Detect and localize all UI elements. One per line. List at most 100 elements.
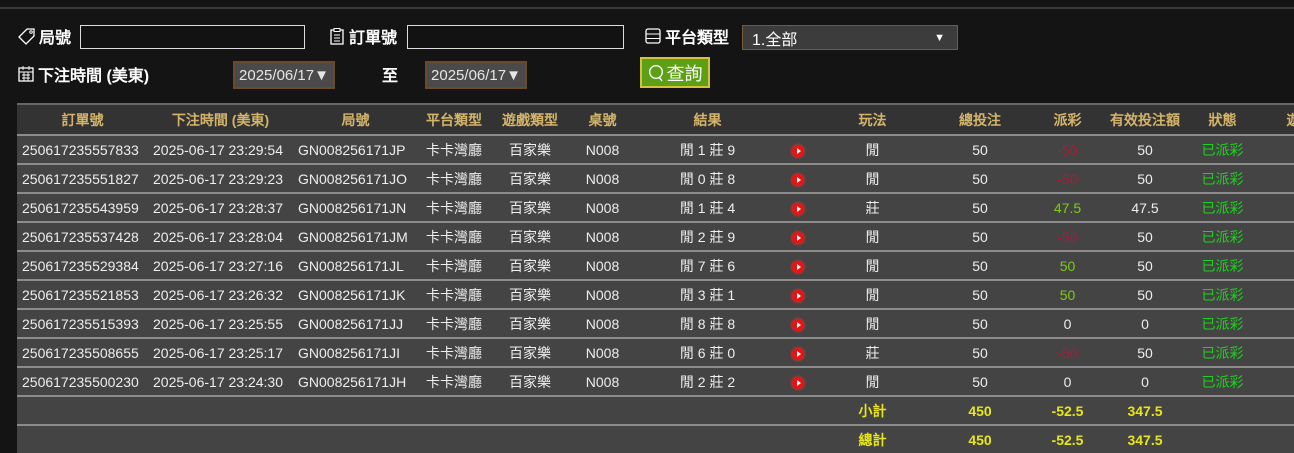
play-video-icon[interactable]	[791, 347, 804, 360]
result-cell: 閒 6 莊 0	[635, 337, 780, 367]
grand-total-row: 總計 450 -52.5 347.5	[17, 424, 1294, 453]
bet-time-cell[interactable]: 2025-06-17 23:29:54	[148, 134, 293, 164]
subtotal-row-label: 小計	[815, 395, 930, 425]
game-type-cell: 百家樂	[490, 250, 570, 280]
empty-cell	[780, 424, 815, 453]
column-header[interactable]: 狀態	[1185, 103, 1260, 135]
bet-time-cell[interactable]: 2025-06-17 23:28:37	[148, 192, 293, 222]
round-id-cell[interactable]: GN008256171JL	[293, 250, 418, 280]
bet-time-cell[interactable]: 2025-06-17 23:25:55	[148, 308, 293, 338]
bet-time-cell[interactable]: 2025-06-17 23:29:23	[148, 163, 293, 193]
table-id-cell: N008	[570, 308, 635, 338]
column-header[interactable]: 派彩	[1030, 103, 1105, 135]
empty-cell	[490, 424, 570, 453]
column-header[interactable]	[780, 103, 815, 135]
column-header[interactable]: 局號	[293, 103, 418, 135]
play-video-icon[interactable]	[791, 289, 804, 302]
platform-cell: 卡卡灣廳	[418, 250, 490, 280]
empty-cell	[570, 395, 635, 425]
order-id-cell[interactable]: 250617235537428	[17, 221, 148, 251]
round-id-cell[interactable]: GN008256171JH	[293, 366, 418, 396]
round-input[interactable]	[80, 25, 305, 49]
platform-cell: 卡卡灣廳	[418, 163, 490, 193]
empty-cell	[635, 424, 780, 453]
status-cell: 已派彩	[1185, 366, 1260, 396]
play-video-icon[interactable]	[791, 173, 804, 186]
column-header[interactable]: 訂單號	[17, 103, 148, 135]
replay-cell	[780, 279, 815, 309]
column-header[interactable]: 平台類型	[418, 103, 490, 135]
order-id-cell[interactable]: 250617235551827	[17, 163, 148, 193]
column-header[interactable]: 遊	[1260, 103, 1294, 135]
replay-cell	[780, 366, 815, 396]
round-id-cell[interactable]: GN008256171JJ	[293, 308, 418, 338]
bet-type-cell: 閒	[815, 163, 930, 193]
play-video-icon[interactable]	[791, 376, 804, 389]
play-video-icon[interactable]	[791, 202, 804, 215]
replay-cell	[780, 134, 815, 164]
column-header[interactable]: 下注時間 (美東)	[148, 103, 293, 135]
replay-cell	[780, 308, 815, 338]
empty-cell	[780, 395, 815, 425]
order-input[interactable]	[407, 25, 624, 49]
round-id-cell[interactable]: GN008256171JI	[293, 337, 418, 367]
valid-bet-cell: 50	[1105, 250, 1185, 280]
grand-total-row-valid-bet: 347.5	[1105, 424, 1185, 453]
status-cell: 已派彩	[1185, 163, 1260, 193]
bet-time-cell[interactable]: 2025-06-17 23:27:16	[148, 250, 293, 280]
bet-time-cell[interactable]: 2025-06-17 23:28:04	[148, 221, 293, 251]
round-id-cell[interactable]: GN008256171JK	[293, 279, 418, 309]
date-to-picker[interactable]: 2025/06/17 ▼	[425, 61, 527, 89]
table-id-cell: N008	[570, 337, 635, 367]
column-header[interactable]: 桌號	[570, 103, 635, 135]
replay-cell	[780, 221, 815, 251]
play-video-icon[interactable]	[791, 144, 804, 157]
order-id-cell[interactable]: 250617235500230	[17, 366, 148, 396]
top-divider	[0, 7, 1294, 9]
query-button[interactable]: 查詢	[640, 57, 710, 88]
round-id-cell[interactable]: GN008256171JP	[293, 134, 418, 164]
order-id-cell[interactable]: 250617235508655	[17, 337, 148, 367]
table-id-cell: N008	[570, 366, 635, 396]
column-header[interactable]: 遊戲類型	[490, 103, 570, 135]
total-bet-cell: 50	[930, 221, 1030, 251]
total-bet-cell: 50	[930, 250, 1030, 280]
time-filter-label: 下注時間 (美東)	[17, 62, 149, 86]
play-video-icon[interactable]	[791, 260, 804, 273]
play-video-icon[interactable]	[791, 318, 804, 331]
bet-time-cell[interactable]: 2025-06-17 23:25:17	[148, 337, 293, 367]
play-video-icon[interactable]	[791, 231, 804, 244]
platform-cell: 卡卡灣廳	[418, 337, 490, 367]
order-id-cell[interactable]: 250617235529384	[17, 250, 148, 280]
order-id-cell[interactable]: 250617235521853	[17, 279, 148, 309]
round-id-cell[interactable]: GN008256171JO	[293, 163, 418, 193]
date-from-picker[interactable]: 2025/06/17 ▼	[233, 61, 335, 89]
order-id-cell[interactable]: 250617235543959	[17, 192, 148, 222]
result-cell: 閒 3 莊 1	[635, 279, 780, 309]
server-list-icon	[645, 28, 661, 44]
round-id-cell[interactable]: GN008256171JN	[293, 192, 418, 222]
chevron-down-icon: ▼	[506, 66, 521, 84]
result-cell: 閒 7 莊 6	[635, 250, 780, 280]
column-header[interactable]: 總投注	[930, 103, 1030, 135]
bet-time-cell[interactable]: 2025-06-17 23:24:30	[148, 366, 293, 396]
column-header[interactable]: 有效投注額	[1105, 103, 1185, 135]
payout-cell: 50	[1030, 279, 1105, 309]
platform-select[interactable]: 1.全部 ▼	[742, 25, 958, 50]
column-header[interactable]: 玩法	[815, 103, 930, 135]
empty-cell	[1260, 337, 1294, 367]
order-id-cell[interactable]: 250617235557833	[17, 134, 148, 164]
empty-cell	[293, 424, 418, 453]
valid-bet-cell: 50	[1105, 221, 1185, 251]
bet-time-cell[interactable]: 2025-06-17 23:26:32	[148, 279, 293, 309]
total-bet-cell: 50	[930, 163, 1030, 193]
game-type-cell: 百家樂	[490, 366, 570, 396]
game-type-cell: 百家樂	[490, 308, 570, 338]
game-type-cell: 百家樂	[490, 337, 570, 367]
round-id-cell[interactable]: GN008256171JM	[293, 221, 418, 251]
column-header[interactable]: 結果	[635, 103, 780, 135]
order-id-cell[interactable]: 250617235515393	[17, 308, 148, 338]
total-bet-cell: 50	[930, 337, 1030, 367]
empty-cell	[148, 424, 293, 453]
total-bet-cell: 50	[930, 366, 1030, 396]
